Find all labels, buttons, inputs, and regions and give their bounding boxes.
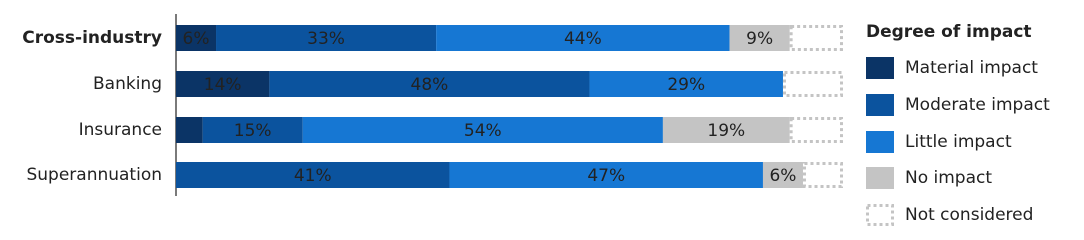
value-label: 14% (204, 75, 242, 95)
bar-segment (789, 25, 844, 51)
value-label: 6% (769, 166, 796, 186)
bar-segment (802, 162, 843, 188)
bar-segment (269, 71, 590, 97)
legend-label: Moderate impact (905, 95, 1050, 115)
legend-label: No impact (905, 168, 992, 188)
bar-segment (176, 162, 450, 188)
legend-swatch (866, 94, 894, 116)
bar-segment (782, 71, 843, 97)
value-label: 19% (707, 121, 745, 141)
bar-segment (729, 25, 790, 51)
legend-swatch (866, 204, 894, 226)
bar-segment (302, 117, 663, 143)
bar-segment (589, 71, 783, 97)
bar-segment (436, 25, 730, 51)
bar-segment (176, 71, 270, 97)
legend-label: Material impact (905, 58, 1038, 78)
legend-title: Degree of impact (866, 22, 1032, 42)
value-label: 33% (307, 29, 345, 49)
bar-segment (449, 162, 763, 188)
category-label: Superannuation (26, 165, 162, 185)
legend-label: Not considered (905, 205, 1033, 225)
bar-segment (202, 117, 303, 143)
value-label: 9% (746, 29, 773, 49)
bar-segment (176, 25, 217, 51)
value-label: 29% (667, 75, 705, 95)
legend-swatch (866, 167, 894, 189)
value-label: 6% (183, 29, 210, 49)
legend-swatch (866, 131, 894, 153)
bar-segment (762, 162, 803, 188)
category-label: Banking (93, 74, 162, 94)
bar-segment (216, 25, 437, 51)
value-label: 48% (411, 75, 449, 95)
category-label: Insurance (79, 120, 162, 140)
value-label: 41% (294, 166, 332, 186)
category-label: Cross-industry (22, 28, 162, 48)
bar-segment (789, 117, 844, 143)
value-label: 54% (464, 121, 502, 141)
bar-segment (662, 117, 790, 143)
bar-segment (176, 117, 203, 143)
value-label: 15% (234, 121, 272, 141)
value-label: 47% (587, 166, 625, 186)
legend-label: Little impact (905, 132, 1012, 152)
value-label: 44% (564, 29, 602, 49)
legend-swatch (866, 57, 894, 79)
